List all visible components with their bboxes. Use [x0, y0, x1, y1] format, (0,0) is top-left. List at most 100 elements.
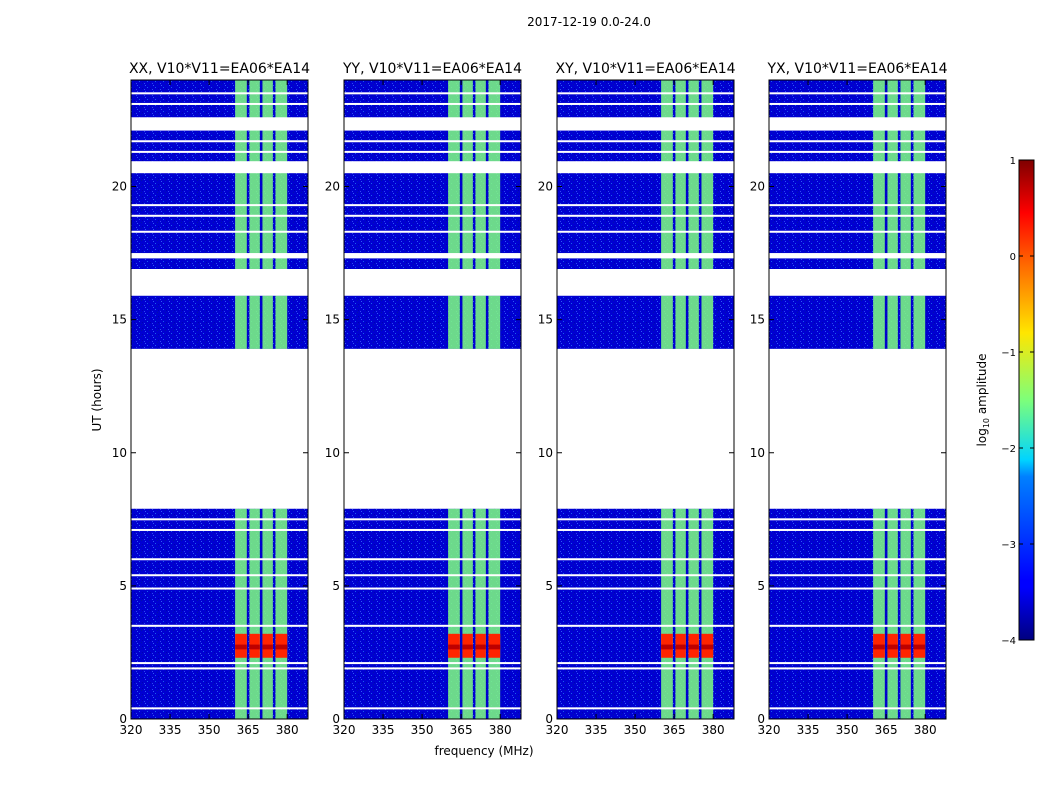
bright-channel — [448, 508, 460, 719]
y-tick-label: 10 — [750, 446, 765, 460]
y-tick-label: 20 — [750, 180, 765, 194]
data-gap — [131, 253, 308, 259]
flag-line — [557, 140, 734, 143]
flag-line — [557, 230, 734, 233]
bright-channel — [675, 295, 686, 349]
rfi-band-core — [475, 644, 486, 650]
flag-line — [344, 518, 521, 521]
bright-channel — [475, 80, 486, 270]
flag-line — [769, 102, 946, 105]
flag-line — [131, 92, 308, 95]
rfi-band-core — [235, 644, 247, 650]
panels-group: XX, V10*V11=EA06*EA14 320 335 350 365 380 0 5 10… — [112, 61, 948, 737]
flag-line — [769, 140, 946, 143]
data-gap — [344, 161, 521, 174]
x-tick-label: 380 — [489, 723, 512, 737]
y-tick-label: 10 — [538, 446, 553, 460]
data-gap — [557, 348, 734, 509]
y-tick-label: 5 — [332, 579, 340, 593]
flag-line — [769, 214, 946, 217]
flag-line — [344, 574, 521, 577]
colorbar: 10−1−2−3−4 log10 amplitude — [975, 156, 1035, 647]
bright-channel — [275, 295, 288, 349]
bright-channel — [488, 80, 501, 270]
x-tick-label: 380 — [914, 723, 937, 737]
data-gap — [769, 161, 946, 174]
x-tick-label: 335 — [797, 723, 820, 737]
y-tick-label: 0 — [545, 712, 553, 726]
y-tick-label: 5 — [119, 579, 127, 593]
colorbar-label-sub: 10 — [982, 418, 991, 428]
bright-channel — [873, 80, 885, 270]
data-gap — [344, 253, 521, 259]
flag-line — [131, 624, 308, 627]
bright-channel — [475, 508, 486, 719]
colorbar-label-rest: amplitude — [975, 354, 989, 418]
colorbar-tick-label: 1 — [1010, 156, 1016, 167]
colorbar-tick-label: −3 — [1001, 540, 1016, 551]
bright-channel — [262, 80, 273, 270]
colorbar-tick-label: −2 — [1001, 444, 1016, 455]
flag-line — [344, 102, 521, 105]
flag-line — [131, 574, 308, 577]
rfi-band-core — [448, 644, 460, 650]
bright-channel — [448, 295, 460, 349]
flag-line — [557, 662, 734, 665]
flag-line — [344, 140, 521, 143]
bright-channel — [900, 508, 911, 719]
y-tick-label: 15 — [112, 313, 127, 327]
flag-line — [131, 204, 308, 207]
bright-channel — [661, 508, 673, 719]
bright-channel — [462, 295, 473, 349]
bright-channel — [675, 80, 686, 270]
flag-line — [769, 587, 946, 590]
y-tick-label: 20 — [538, 180, 553, 194]
flag-line — [557, 574, 734, 577]
bright-channel — [913, 508, 926, 719]
x-tick-label: 365 — [237, 723, 260, 737]
flag-line — [344, 214, 521, 217]
x-tick-label: 320 — [758, 723, 781, 737]
bright-channel — [249, 295, 260, 349]
axes-frame — [556, 79, 735, 720]
data-gap — [769, 253, 946, 259]
flag-line — [769, 574, 946, 577]
colorbar-tick-label: −4 — [1001, 636, 1016, 647]
data-gap — [557, 161, 734, 174]
x-tick-label: 350 — [624, 723, 647, 737]
flag-line — [557, 214, 734, 217]
bright-channel — [887, 508, 898, 719]
x-tick-label: 350 — [411, 723, 434, 737]
data-gap — [769, 348, 946, 509]
flag-line — [557, 528, 734, 531]
flag-line — [131, 528, 308, 531]
bright-channel — [661, 80, 673, 270]
data-gap — [344, 348, 521, 509]
panel-title: YX, V10*V11=EA06*EA14 — [766, 61, 947, 77]
data-gap — [131, 161, 308, 174]
panel-title: XX, V10*V11=EA06*EA14 — [129, 61, 310, 77]
bright-channel — [887, 80, 898, 270]
flag-line — [557, 92, 734, 95]
panel-title: YY, V10*V11=EA06*EA14 — [342, 61, 522, 77]
colorbar-label: log10 amplitude — [975, 354, 991, 447]
bright-channel — [688, 80, 699, 270]
bright-channel — [913, 80, 926, 270]
panel-1: XX, V10*V11=EA06*EA14 320 335 350 365 380 0 5 10… — [112, 61, 310, 737]
bright-channel — [448, 80, 460, 270]
x-tick-label: 320 — [546, 723, 569, 737]
data-gap — [769, 269, 946, 296]
bright-channel — [688, 508, 699, 719]
rfi-band-core — [900, 644, 911, 650]
x-tick-label: 365 — [450, 723, 473, 737]
flag-line — [557, 624, 734, 627]
flag-line — [769, 707, 946, 710]
bright-channel — [235, 80, 247, 270]
flag-line — [131, 230, 308, 233]
x-tick-label: 365 — [663, 723, 686, 737]
flag-line — [769, 667, 946, 670]
bright-channel — [462, 80, 473, 270]
bright-channel — [262, 508, 273, 719]
bright-channel — [900, 80, 911, 270]
